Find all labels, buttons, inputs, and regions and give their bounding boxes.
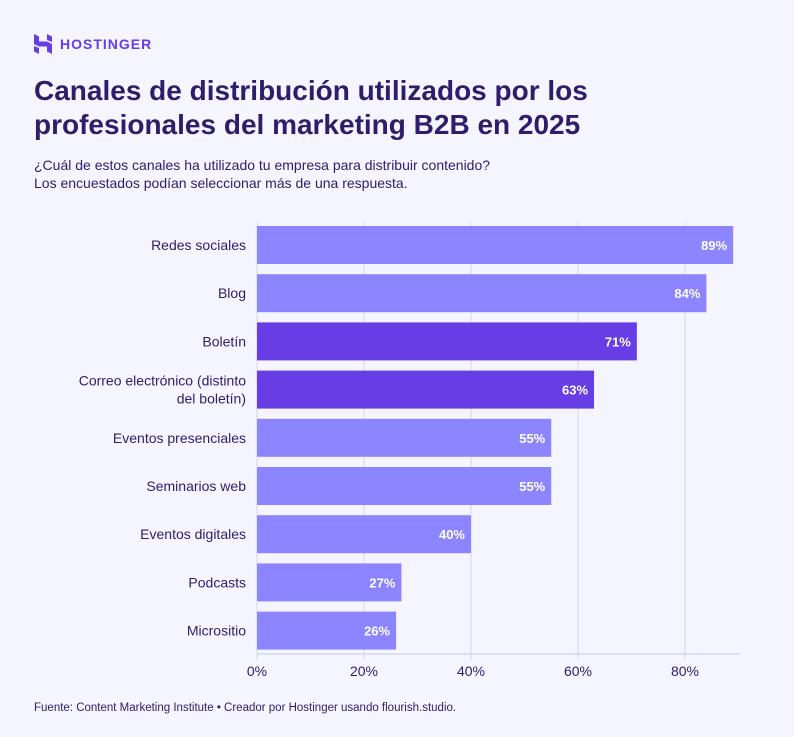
data-label: 40% (439, 527, 465, 542)
category-label: Blog (218, 285, 246, 301)
data-label: 84% (674, 286, 700, 301)
chart-title: Canales de distribución utilizados por l… (34, 75, 588, 140)
x-tick-label: 60% (564, 663, 592, 679)
data-label: 63% (562, 383, 588, 398)
data-label: 27% (369, 575, 395, 590)
subtitle-line-2: Los encuestados podían seleccionar más d… (34, 175, 408, 191)
category-label: Podcasts (188, 574, 246, 590)
x-tick-label: 0% (247, 663, 267, 679)
category-label: Correo electrónico (distinto del boletín) (79, 373, 247, 407)
data-label: 55% (519, 431, 545, 446)
data-label: 89% (701, 238, 727, 253)
bar (257, 226, 734, 264)
bar (257, 611, 397, 650)
hostinger-logo: HOSTINGER (34, 34, 152, 54)
category-label: Eventos digitales (140, 526, 246, 542)
subtitle-line-1: ¿Cuál de estos canales ha utilizado tu e… (34, 157, 491, 173)
data-label: 55% (519, 479, 545, 494)
bar (257, 467, 552, 505)
source-footer: Fuente: Content Marketing Institute • Cr… (34, 702, 457, 714)
category-label: Seminarios web (146, 478, 246, 494)
bar (257, 515, 471, 554)
bar (257, 322, 637, 361)
bar (257, 418, 552, 457)
chart-subtitle: ¿Cuál de estos canales ha utilizado tu e… (34, 156, 490, 192)
bar-chart: 0% 20% 40% 60% 80% 89% Redes sociales 84% Blog 71… (79, 222, 740, 679)
x-tick-label: 80% (671, 663, 699, 679)
bar (257, 370, 595, 409)
data-label: 71% (605, 334, 631, 349)
category-label: Eventos presenciales (113, 430, 246, 446)
hostinger-logo-icon (34, 34, 52, 54)
category-label: Boletín (202, 333, 246, 349)
data-label: 26% (364, 624, 390, 639)
x-tick-label: 40% (457, 663, 485, 679)
bar (257, 563, 402, 602)
category-label: Redes sociales (151, 237, 246, 253)
x-tick-label: 20% (350, 663, 378, 679)
category-label: Micrositio (187, 623, 246, 639)
brand-name: HOSTINGER (60, 36, 153, 52)
bar (257, 274, 707, 313)
